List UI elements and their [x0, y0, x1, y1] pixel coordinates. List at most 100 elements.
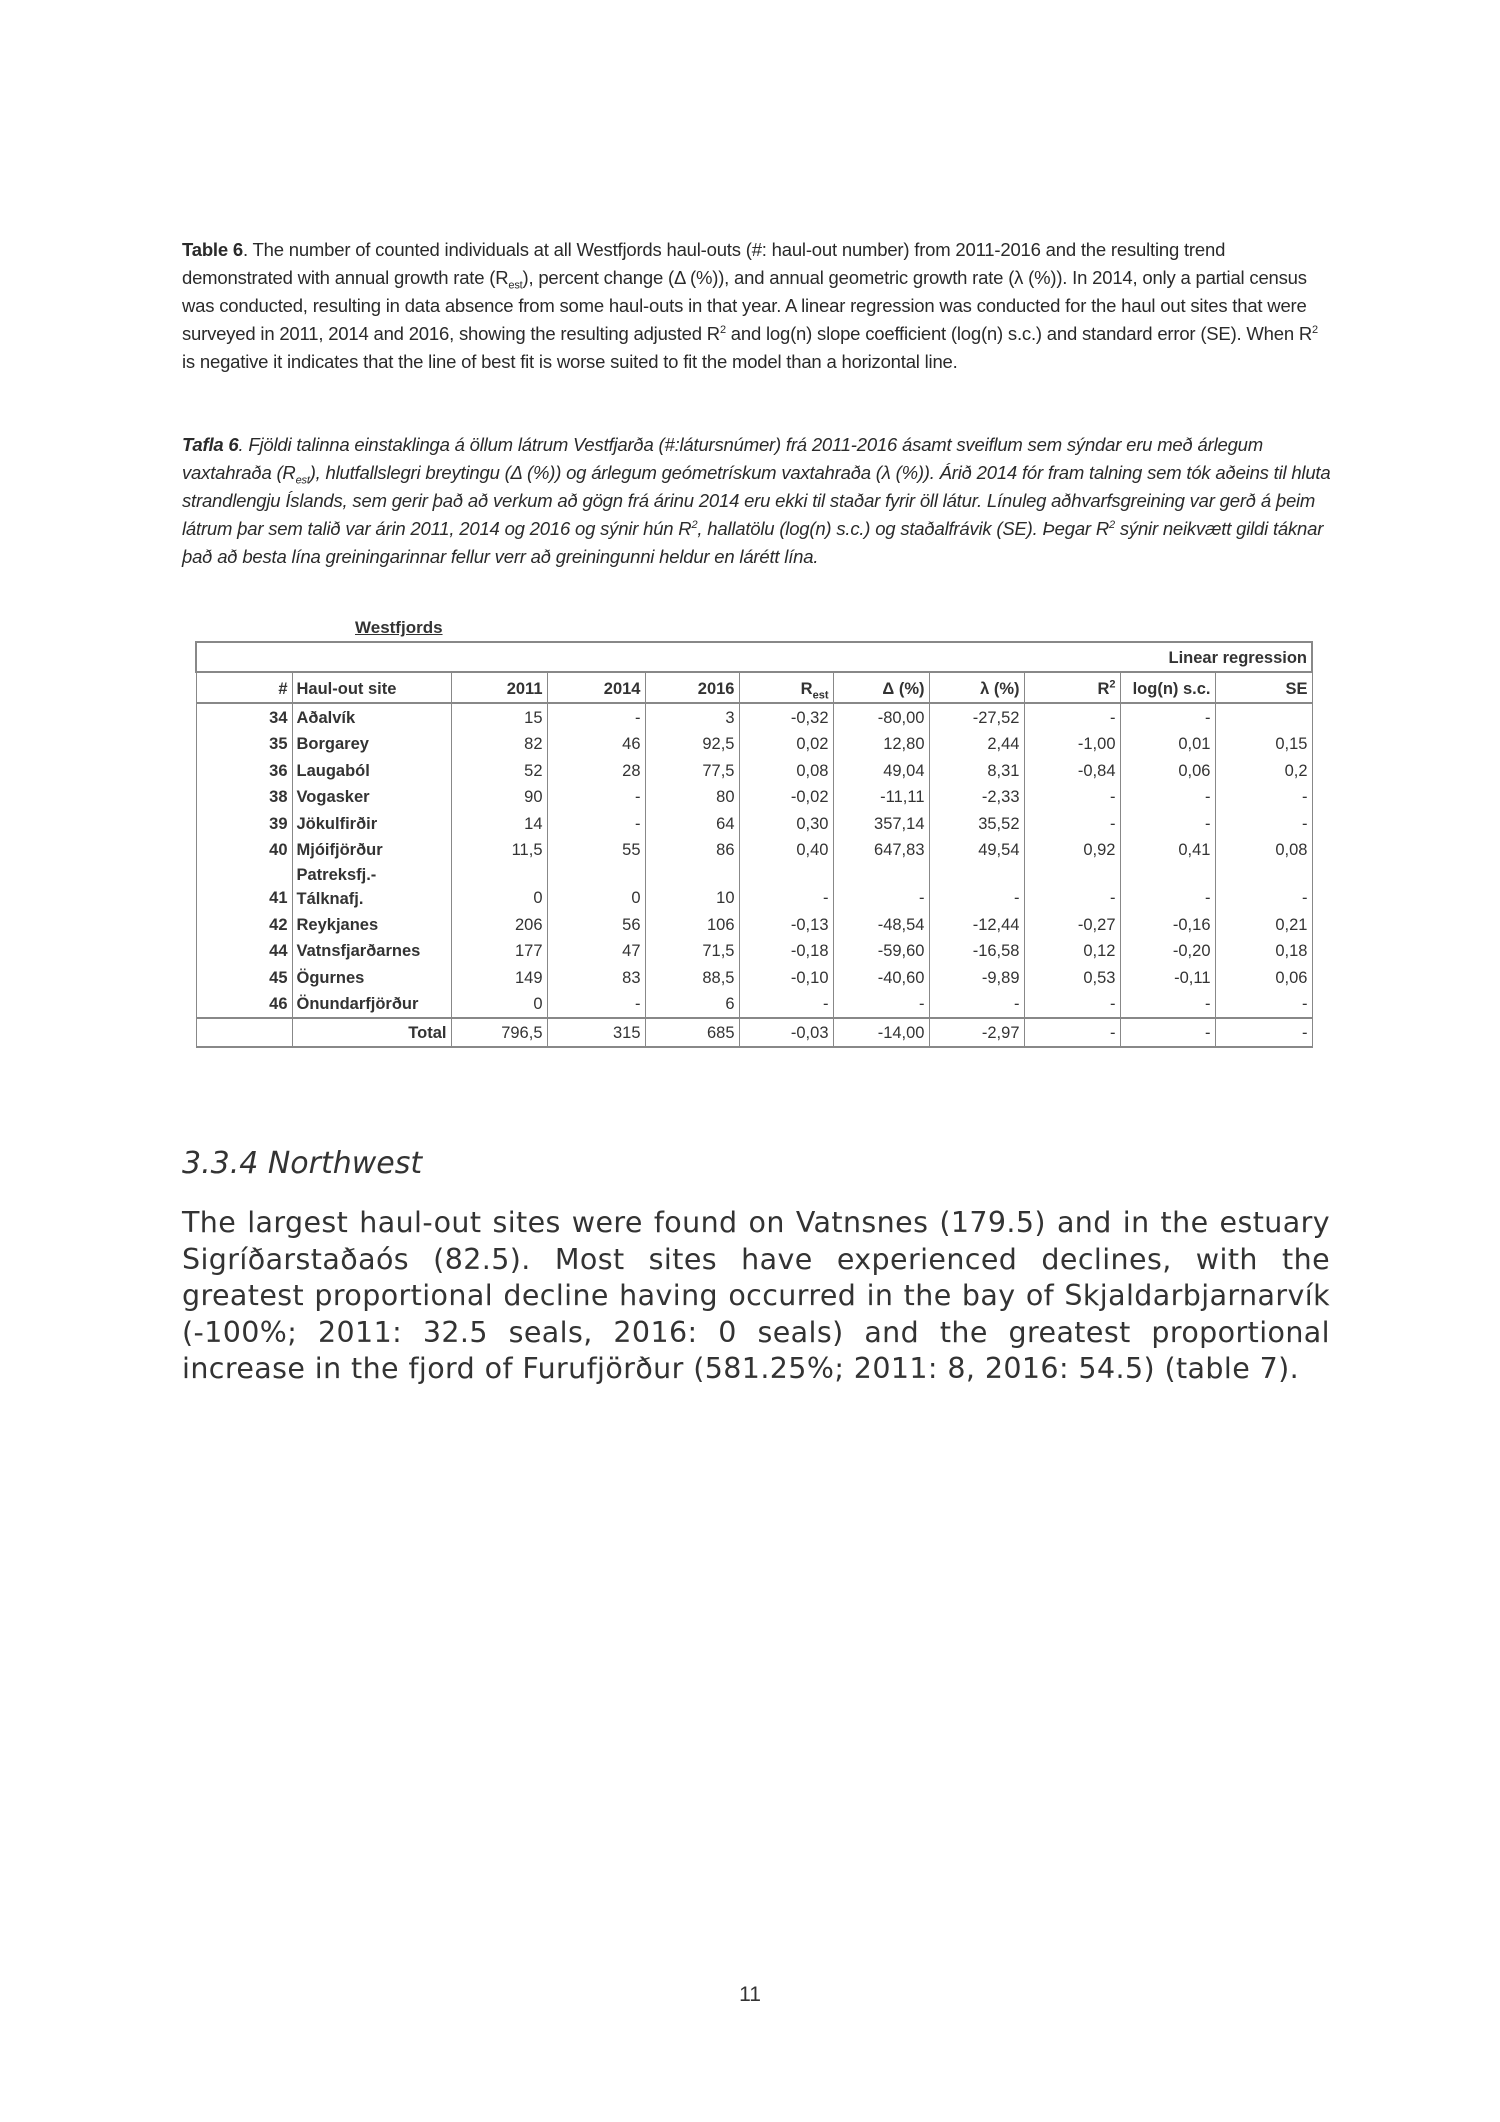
page-number: 11	[739, 1983, 761, 2006]
cell-rest: 0,30	[738, 810, 834, 837]
table-row: 45 Ögurnes 149 83 88,5 -0,10 -40,60 -9,89 0,53 -0…	[195, 964, 1313, 991]
cell-lambda: 49,54	[928, 836, 1025, 863]
cell-se	[1214, 703, 1313, 731]
cell-number: 41	[195, 863, 293, 911]
table-row: 36 Laugaból 52 28 77,5 0,08 49,04 8,31 -0,84 0,06…	[195, 757, 1313, 784]
cell-2011: 206	[450, 911, 548, 938]
cell-number: 42	[195, 911, 293, 938]
cell-2011: 14	[450, 810, 548, 837]
table-row: 44 Vatnsfjarðarnes 177 47 71,5 -0,18 -59,60 -16…	[195, 937, 1313, 964]
table-row: 34 Aðalvík 15-3 -0,32 -80,00 -27,52- -	[195, 703, 1313, 731]
cell-r2: -1,00	[1023, 730, 1121, 757]
cell-2016: 92,5	[644, 730, 740, 757]
caption-superscript: 2	[691, 518, 698, 531]
cell-2014: 315	[546, 1017, 646, 1048]
cell-2014: 47	[546, 937, 646, 964]
cell-site: Jökulfirðir	[291, 810, 452, 837]
col-number: #	[195, 671, 293, 704]
cell-2016: 77,5	[644, 757, 740, 784]
cell-logn: -	[1119, 810, 1216, 837]
cell-2014: -	[546, 810, 646, 837]
cell-lambda: -2,33	[928, 783, 1025, 810]
cell-2016: 71,5	[644, 937, 740, 964]
data-table: Linear regression # Haul-out site 2011 2…	[195, 641, 1313, 1048]
cell-2011: 177	[450, 937, 548, 964]
cell-r2: -0,27	[1023, 911, 1121, 938]
cell-lambda: -12,44	[928, 911, 1025, 938]
cell-site: Patreksfj.- Tálknafj.	[291, 863, 452, 911]
cell-delta: 12,80	[832, 730, 930, 757]
cell-delta: -40,60	[832, 964, 930, 991]
cell-2011: 52	[450, 757, 548, 784]
r2-superscript: 2	[1109, 678, 1116, 691]
col-lambda: λ (%)	[928, 671, 1025, 704]
rest-subscript: est	[812, 689, 829, 702]
cell-delta: -	[832, 863, 930, 911]
cell-logn: -	[1119, 990, 1216, 1018]
table-row: 42 Reykjanes 206 56 106 -0,13 -48,54 -12,44 -0,2…	[195, 911, 1313, 938]
cell-2014: 83	[546, 964, 646, 991]
caption-text: sýnir neikvætt gildi táknar það að besta…	[182, 518, 1324, 567]
cell-2014: 28	[546, 757, 646, 784]
cell-delta: -14,00	[832, 1017, 930, 1048]
cell-number	[195, 1017, 293, 1048]
cell-rest: -	[738, 863, 834, 911]
caption-text: ), percent change (Δ (%)), and annual ge…	[182, 267, 1307, 344]
table-row: 46 Önundarfjörður 0-6- - - - - -	[195, 990, 1313, 1018]
cell-lambda: -16,58	[928, 937, 1025, 964]
cell-2014: -	[546, 703, 646, 731]
cell-2016: 10	[644, 863, 740, 911]
cell-logn: -	[1119, 703, 1216, 731]
section-paragraph: The largest haul-out sites were found on…	[182, 1206, 1330, 1385]
cell-delta: -59,60	[832, 937, 930, 964]
column-header-row: # Haul-out site 2011 2014 2016 Rest Δ (%…	[195, 671, 1313, 704]
cell-2014: -	[546, 990, 646, 1018]
cell-2014: 56	[546, 911, 646, 938]
cell-logn: 0,41	[1119, 836, 1216, 863]
cell-delta: -11,11	[832, 783, 930, 810]
cell-2016: 88,5	[644, 964, 740, 991]
cell-2011: 149	[450, 964, 548, 991]
cell-r2: 0,53	[1023, 964, 1121, 991]
caption-text: ), hlutfallslegri breytingu (Δ (%)) og á…	[182, 462, 1331, 539]
cell-delta: -48,54	[832, 911, 930, 938]
caption-superscript: 2	[1312, 323, 1318, 336]
table-row: 41 Patreksfj.- Tálknafj. 0 0 10- - - - - -	[195, 863, 1313, 911]
col-se: SE	[1214, 671, 1313, 704]
cell-se: 0,21	[1214, 911, 1313, 938]
caption-superscript: 2	[719, 323, 726, 336]
cell-se: -	[1214, 863, 1313, 911]
cell-r2: -	[1023, 863, 1121, 911]
cell-r2: -	[1023, 1017, 1121, 1048]
cell-site: Mjóifjörður	[291, 836, 452, 863]
cell-2011: 796,5	[450, 1017, 548, 1048]
cell-site: Vogasker	[291, 783, 452, 810]
cell-2014: 55	[546, 836, 646, 863]
cell-se: 0,08	[1214, 836, 1313, 863]
col-rest: Rest	[738, 671, 834, 704]
cell-2011: 90	[450, 783, 548, 810]
caption-subscript: est	[508, 279, 523, 292]
cell-se: 0,06	[1214, 964, 1313, 991]
cell-r2: 0,12	[1023, 937, 1121, 964]
cell-se: -	[1214, 810, 1313, 837]
cell-2016: 86	[644, 836, 740, 863]
caption-text: , hallatölu (log(n) s.c.) og staðalfrávi…	[697, 518, 1109, 539]
table-row: 40 Mjóifjörður 11,5 55 86 0,40 647,83 49,54 0,92…	[195, 836, 1313, 863]
caption-text: . Fjöldi talinna einstaklinga á öllum lá…	[182, 434, 1263, 483]
cell-2011: 11,5	[450, 836, 548, 863]
cell-rest: -0,32	[738, 703, 834, 731]
cell-site: Borgarey	[291, 730, 452, 757]
cell-rest: -	[738, 990, 834, 1018]
cell-rest: -0,10	[738, 964, 834, 991]
cell-number: 34	[195, 703, 293, 731]
cell-2011: 0	[450, 863, 548, 911]
rest-symbol: R	[800, 680, 813, 698]
total-row: Total 796,5 315 685 -0,03 -14,00 -2,97- - -	[195, 1017, 1313, 1048]
col-site: Haul-out site	[291, 671, 452, 704]
cell-se: -	[1214, 1017, 1313, 1048]
cell-number: 44	[195, 937, 293, 964]
cell-2011: 15	[450, 703, 548, 731]
cell-delta: 49,04	[832, 757, 930, 784]
cell-r2: -	[1023, 703, 1121, 731]
